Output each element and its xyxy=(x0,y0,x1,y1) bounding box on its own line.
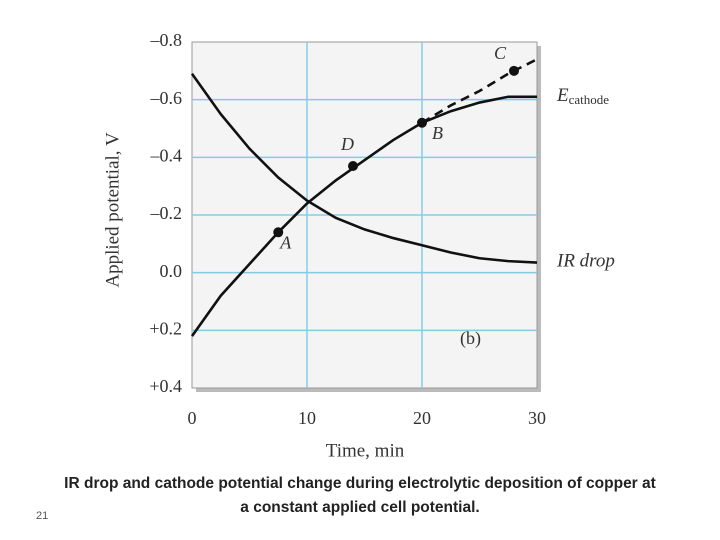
point xyxy=(273,227,284,238)
point xyxy=(509,65,519,76)
x-tick-label: 20 xyxy=(413,408,431,428)
y-tick-label: +0.4 xyxy=(149,376,182,396)
y-tick-label: –0.6 xyxy=(150,88,183,108)
point-label: A xyxy=(279,232,292,252)
y-tick-label: 0.0 xyxy=(160,261,183,281)
point xyxy=(417,117,427,128)
x-tick-label: 0 xyxy=(188,408,197,428)
series-line xyxy=(190,72,538,264)
x-tick-label: 10 xyxy=(298,408,316,428)
chart: Time, min Applied potential, V (b) –0.8 –… xyxy=(102,30,615,461)
x-axis-label: Time, min xyxy=(326,440,405,461)
y-axis-label: Applied potential, V xyxy=(102,132,123,288)
series-name: IR drop xyxy=(556,251,615,272)
series-label: IR drop xyxy=(556,251,615,272)
point-label: B xyxy=(432,123,443,143)
series-subscript: cathode xyxy=(569,92,610,107)
point-label: C xyxy=(494,43,507,63)
series-label: Ecathode xyxy=(556,85,609,107)
y-tick-label: –0.8 xyxy=(150,30,183,50)
annotation: (b) xyxy=(460,328,481,349)
y-tick-label: –0.2 xyxy=(150,203,183,223)
y-tick-label: +0.2 xyxy=(149,318,182,338)
point xyxy=(348,160,358,171)
y-tick-label: –0.4 xyxy=(150,145,183,165)
series-name: E xyxy=(556,85,569,106)
x-tick-label: 30 xyxy=(528,408,546,428)
point-label: D xyxy=(340,134,354,154)
series-line xyxy=(190,95,537,337)
slide-number: 21 xyxy=(36,510,49,522)
caption: IR drop and cathode potential change dur… xyxy=(64,475,656,516)
